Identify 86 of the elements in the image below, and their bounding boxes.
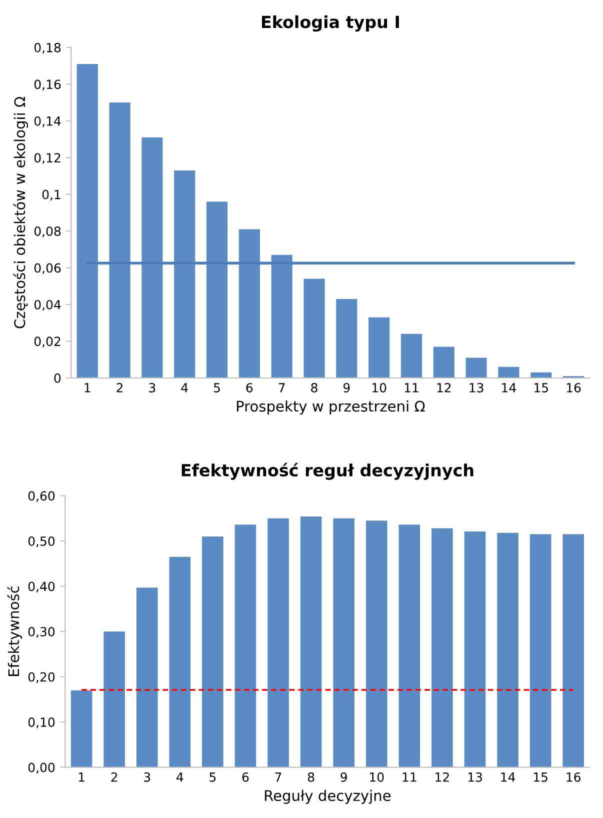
x-tick-label: 16 [566, 383, 581, 392]
y-tick-label: 0,06 [34, 263, 61, 274]
y-axis-title: Efektywność [7, 586, 22, 676]
bar [432, 528, 453, 768]
bar [142, 137, 163, 378]
x-tick-label: 4 [181, 383, 188, 392]
bar [368, 317, 390, 378]
bar [530, 372, 552, 378]
x-tick-label: 12 [436, 772, 449, 782]
x-tick-label: 5 [214, 383, 220, 392]
bar [433, 346, 454, 378]
y-tick-label: 0,14 [34, 116, 61, 128]
chart-title: Efektywność reguł decyzyjnych [182, 462, 474, 480]
bar [304, 278, 325, 378]
x-tick-label: 15 [534, 772, 548, 782]
x-tick-label: 1 [84, 383, 90, 392]
bar [271, 254, 292, 378]
y-tick-label: 0,08 [34, 226, 61, 238]
x-tick-label: 12 [437, 383, 451, 392]
x-axis-title: Reguły decyzyjne [264, 790, 391, 804]
x-tick-label: 14 [502, 383, 516, 392]
y-tick-label: 0,04 [34, 300, 61, 311]
bar [109, 102, 130, 378]
bar [136, 588, 158, 768]
x-tick-label: 11 [404, 383, 418, 392]
bar [234, 524, 256, 768]
bar [206, 202, 228, 378]
bar [466, 358, 487, 378]
bar [300, 516, 322, 768]
bar [336, 298, 358, 378]
x-tick-label: 13 [468, 772, 482, 782]
bar [333, 518, 354, 768]
y-tick-label: 0,60 [28, 491, 55, 502]
bar [76, 64, 98, 378]
y-tick-label: 0 [54, 373, 61, 383]
y-tick-label: 0,20 [28, 672, 55, 683]
bar [398, 524, 420, 768]
x-tick-label: 9 [343, 383, 350, 392]
bar [498, 366, 520, 378]
x-tick-label: 6 [242, 772, 249, 782]
bar [562, 534, 584, 768]
x-tick-label: 4 [176, 772, 184, 782]
bar [169, 556, 191, 768]
x-tick-label: 13 [470, 383, 484, 392]
bar [238, 229, 260, 378]
x-tick-label: 8 [311, 383, 318, 392]
x-tick-label: 7 [278, 383, 285, 392]
x-tick-label: 5 [210, 772, 216, 782]
x-axis-title: Prospekty w przestrzeni Ω [236, 400, 425, 415]
y-tick-label: 0,30 [28, 626, 55, 638]
bar [202, 536, 224, 768]
x-tick-label: 3 [144, 772, 150, 782]
y-tick-label: 0,50 [28, 536, 55, 548]
x-tick-label: 16 [566, 772, 581, 782]
x-tick-label: 2 [116, 383, 122, 392]
y-tick-label: 0,1 [42, 190, 60, 201]
bar [497, 532, 518, 768]
bar [104, 631, 125, 768]
bar [530, 534, 552, 768]
x-tick-label: 8 [308, 772, 314, 782]
x-tick-label: 9 [340, 772, 347, 782]
bar [268, 518, 289, 768]
x-tick-label: 6 [246, 383, 253, 392]
bar [464, 531, 486, 768]
x-tick-label: 14 [501, 772, 516, 782]
y-tick-label: 0,16 [34, 80, 61, 90]
x-tick-label: 10 [370, 772, 384, 782]
x-tick-label: 2 [111, 772, 118, 782]
x-tick-label: 7 [275, 772, 282, 782]
y-tick-label: 0,10 [28, 717, 55, 728]
bar [400, 334, 422, 378]
x-tick-label: 11 [402, 772, 416, 782]
y-tick-label: 0,02 [34, 336, 60, 348]
bar [174, 170, 196, 378]
x-tick-label: 10 [372, 383, 386, 392]
x-tick-label: 3 [149, 383, 156, 392]
x-tick-label: 1 [78, 772, 84, 782]
y-tick-label: 0,40 [28, 582, 55, 592]
y-tick-label: 0,12 [34, 153, 60, 164]
chart-title: Ekologia typu I [262, 15, 399, 32]
x-tick-label: 15 [534, 383, 548, 392]
y-axis-title: Częstości obiektów w ekologii Ω [13, 96, 28, 328]
bar [70, 690, 92, 768]
y-tick-label: 0,18 [34, 42, 61, 54]
y-tick-label: 0,00 [28, 762, 55, 774]
bar [366, 520, 388, 768]
